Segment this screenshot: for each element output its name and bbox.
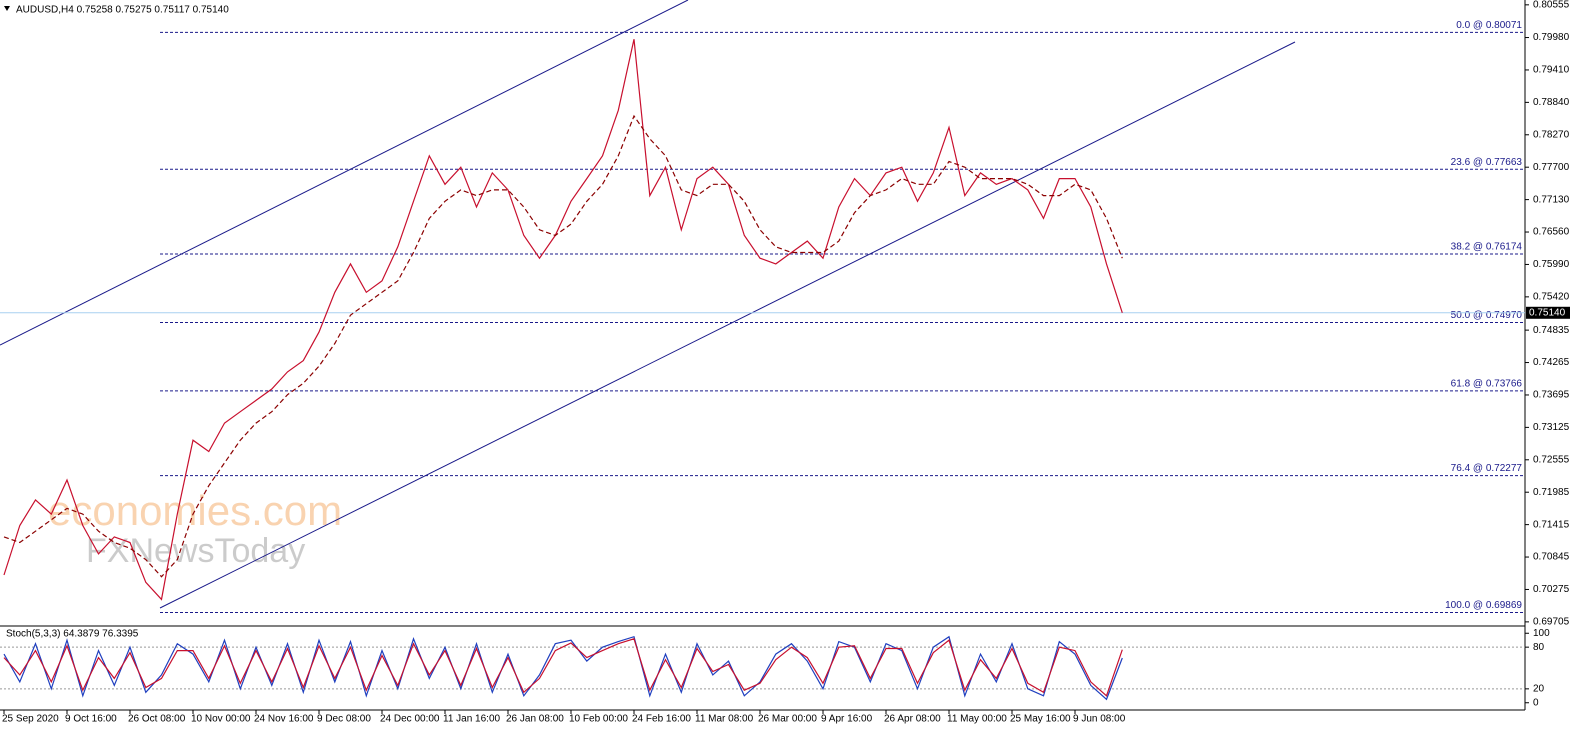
current-price-label: 0.75140 xyxy=(1529,307,1566,318)
y-tick-label: 0.80555 xyxy=(1533,0,1570,10)
y-tick-label: 0.74265 xyxy=(1533,357,1570,368)
y-tick-label: 0.76560 xyxy=(1533,227,1570,238)
y-tick-label: 0.71415 xyxy=(1533,519,1570,530)
watermark: economies.com xyxy=(48,487,342,534)
symbol-header: AUDUSD,H4 0.75258 0.75275 0.75117 0.7514… xyxy=(16,5,229,16)
y-tick-label: 0.79410 xyxy=(1533,65,1570,76)
price-line xyxy=(3,114,1123,578)
x-tick-label: 25 Sep 2020 xyxy=(2,714,59,725)
y-tick-label: 0.73125 xyxy=(1533,422,1570,433)
x-tick-label: 24 Feb 16:00 xyxy=(632,714,691,725)
x-tick-label: 9 Dec 08:00 xyxy=(317,714,371,725)
x-tick-label: 10 Nov 00:00 xyxy=(191,714,251,725)
y-tick-label: 0.75990 xyxy=(1533,259,1570,270)
y-tick-label: 0.74835 xyxy=(1533,325,1570,336)
channel-line xyxy=(159,41,1296,609)
fib-label: 61.8 @ 0.73766 xyxy=(1451,379,1523,390)
x-tick-label: 26 Oct 08:00 xyxy=(128,714,186,725)
x-tick-label: 11 May 00:00 xyxy=(947,714,1007,725)
y-tick-label: 0.71985 xyxy=(1533,487,1570,498)
x-tick-label: 26 Mar 00:00 xyxy=(758,714,817,725)
y-tick-label: 0.78270 xyxy=(1533,129,1570,140)
x-tick-label: 11 Mar 08:00 xyxy=(695,714,754,725)
fib-label: 100.0 @ 0.69869 xyxy=(1445,600,1522,611)
header-arrow xyxy=(4,6,10,11)
channel-line xyxy=(0,0,689,346)
fib-label: 76.4 @ 0.72277 xyxy=(1451,463,1523,474)
y-tick-label: 20 xyxy=(1533,683,1545,694)
x-tick-label: 9 Jun 08:00 xyxy=(1073,714,1126,725)
y-tick-label: 0.79980 xyxy=(1533,32,1570,43)
current-price-box xyxy=(1526,306,1570,319)
price-line xyxy=(3,638,1123,697)
fib-label: 0.0 @ 0.80071 xyxy=(1456,20,1522,31)
y-tick-label: 0.72555 xyxy=(1533,454,1570,465)
y-tick-label: 0.70845 xyxy=(1533,552,1570,563)
x-tick-label: 26 Apr 08:00 xyxy=(884,714,941,725)
y-tick-label: 0.69705 xyxy=(1533,617,1570,628)
price-line xyxy=(3,635,1123,701)
fib-label: 50.0 @ 0.74970 xyxy=(1451,310,1523,321)
fib-label: 38.2 @ 0.76174 xyxy=(1451,242,1523,253)
x-tick-label: 26 Jan 08:00 xyxy=(506,714,564,725)
x-tick-label: 24 Nov 16:00 xyxy=(254,714,314,725)
y-tick-label: 100 xyxy=(1533,628,1550,639)
price-line xyxy=(3,39,1123,601)
y-tick-label: 0.77130 xyxy=(1533,194,1570,205)
fib-label: 23.6 @ 0.77663 xyxy=(1451,157,1523,168)
y-tick-label: 0.73695 xyxy=(1533,390,1570,401)
x-tick-label: 11 Jan 16:00 xyxy=(443,714,501,725)
x-tick-label: 9 Oct 16:00 xyxy=(65,714,117,725)
watermark: FXNewsToday xyxy=(86,532,305,570)
stoch-label: Stoch(5,3,3) 64.3879 76.3395 xyxy=(6,629,139,640)
x-tick-label: 24 Dec 00:00 xyxy=(380,714,440,725)
y-tick-label: 0 xyxy=(1533,697,1539,708)
y-tick-label: 0.70275 xyxy=(1533,584,1570,595)
y-tick-label: 0.78840 xyxy=(1533,97,1570,108)
x-tick-label: 10 Feb 00:00 xyxy=(569,714,628,725)
y-tick-label: 80 xyxy=(1533,642,1545,653)
y-tick-label: 0.77700 xyxy=(1533,162,1570,173)
y-tick-label: 0.75420 xyxy=(1533,292,1570,303)
x-tick-label: 25 May 16:00 xyxy=(1010,714,1071,725)
x-tick-label: 9 Apr 16:00 xyxy=(821,714,873,725)
